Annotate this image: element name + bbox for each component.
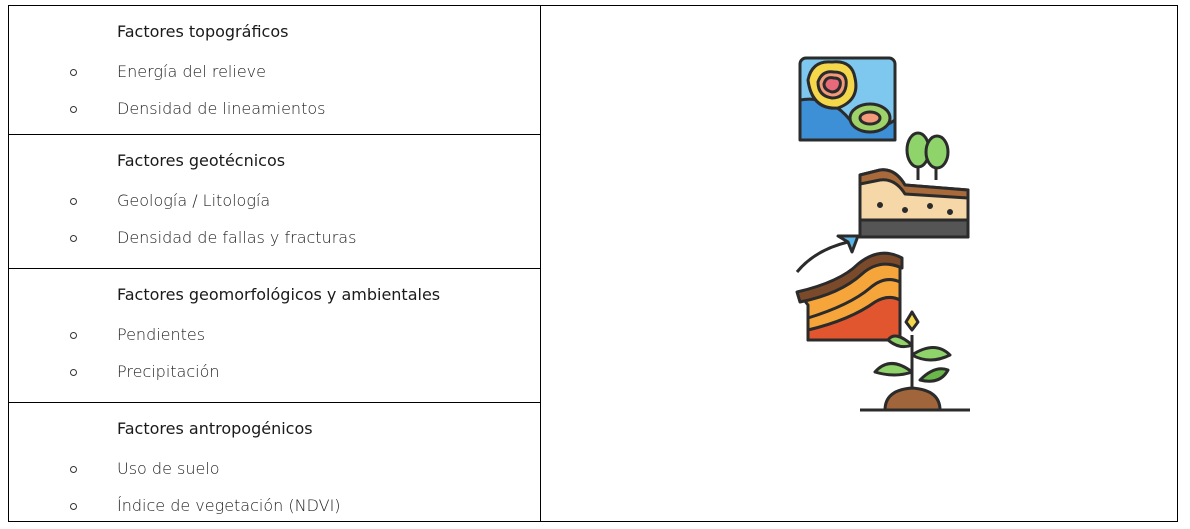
bullet: [70, 235, 77, 242]
geology-icon: [795, 234, 904, 342]
section-title: Factores geomorfológicos y ambientales: [117, 285, 441, 304]
bullet: [70, 369, 77, 376]
list-item: Geología / Litología: [117, 191, 271, 210]
section-title: Factores antropogénicos: [117, 419, 313, 438]
bullet: [70, 69, 77, 76]
list-item: Uso de suelo: [117, 459, 220, 478]
section: Factores geomorfológicos y ambientales Pe…: [9, 269, 540, 403]
section-title: Factores topográficos: [117, 22, 289, 41]
section: Factores topográficos Energía del relieve…: [9, 6, 540, 135]
bullet: [70, 466, 77, 473]
bullet: [70, 198, 77, 205]
list-item: Pendientes: [117, 325, 206, 344]
list-item: Precipitación: [117, 362, 220, 381]
factor-column: Factores topográficos Energía del relieve…: [9, 6, 541, 521]
section: Factores geotécnicos Geología / Litología…: [9, 135, 540, 269]
bullet: [70, 503, 77, 510]
plant-icon: [860, 310, 970, 412]
bullet: [70, 106, 77, 113]
bullet: [70, 332, 77, 339]
list-item: Densidad de fallas y fracturas: [117, 228, 357, 247]
map-icon: [798, 56, 897, 142]
soil-icon: [858, 131, 970, 239]
illustration: [795, 56, 970, 412]
section-title: Factores geotécnicos: [117, 151, 286, 170]
table: Factores topográficos Energía del relieve…: [8, 5, 1178, 522]
list-item: Energía del relieve: [117, 62, 266, 81]
section: Factores antropogénicos Uso de suelo Índic…: [9, 403, 540, 523]
list-item: Densidad de lineamientos: [117, 99, 326, 118]
list-item: Índice de vegetación (NDVI): [117, 496, 341, 515]
